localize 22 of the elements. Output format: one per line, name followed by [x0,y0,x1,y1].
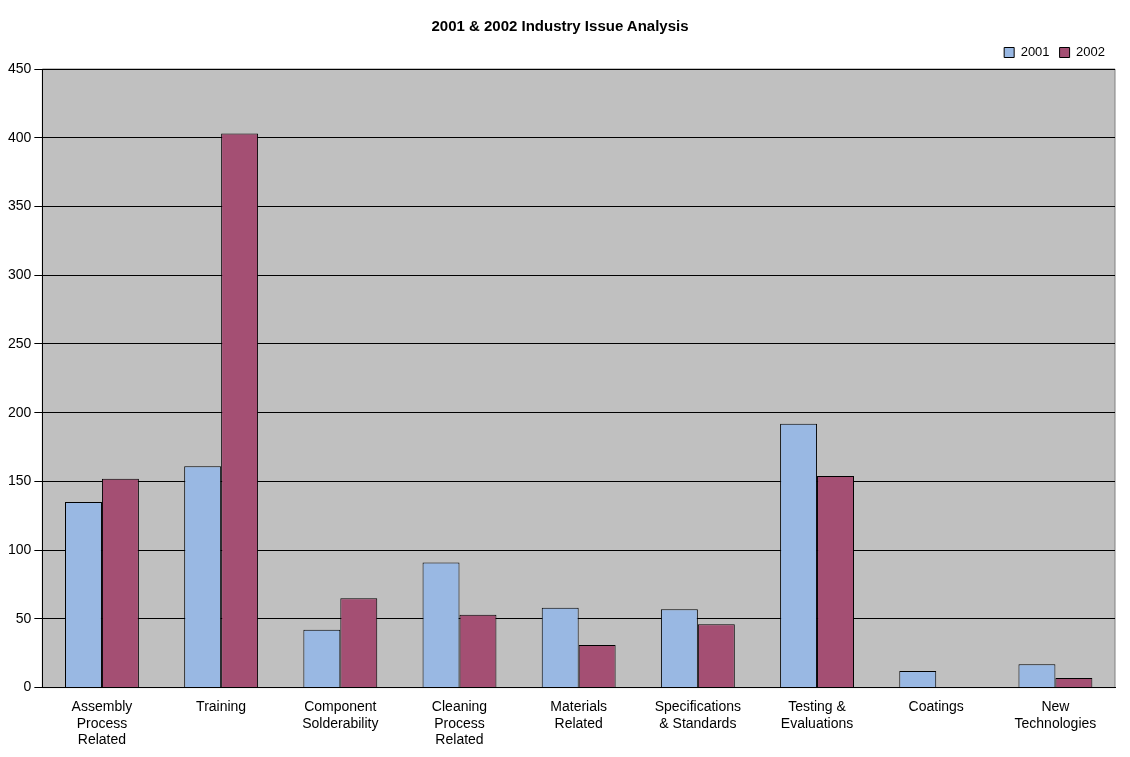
y-tick-label: 450 [8,59,32,76]
y-tick-label: 150 [8,472,32,489]
x-tick-label: Cleaning Process Related [431,697,488,748]
x-tick-label: Materials Related [550,697,608,731]
legend-label: 2002 [1076,44,1105,60]
x-tick-label: Testing & Evaluations [780,697,854,731]
x-tick-label: New Technologies [1014,697,1097,731]
x-tick-label: Specifications & Standards [654,697,742,731]
y-tick-label: 250 [8,334,32,351]
y-tick-label: 0 [23,678,32,695]
chart-title: 2001 & 2002 Industry Issue Analysis [431,17,689,35]
x-tick-label: Assembly Process Related [71,697,133,748]
y-tick-label: 400 [8,128,32,145]
legend-label: 2001 [1020,44,1050,60]
x-tick-label: Coatings [908,697,964,714]
x-tick-label: Component Solderability [302,697,379,731]
x-tick-label: Training [196,697,247,714]
y-tick-label: 300 [8,266,32,283]
y-tick-label: 200 [8,403,32,420]
y-tick-label: 100 [8,540,32,557]
y-tick-label: 50 [15,609,32,626]
y-tick-label: 350 [8,197,32,214]
